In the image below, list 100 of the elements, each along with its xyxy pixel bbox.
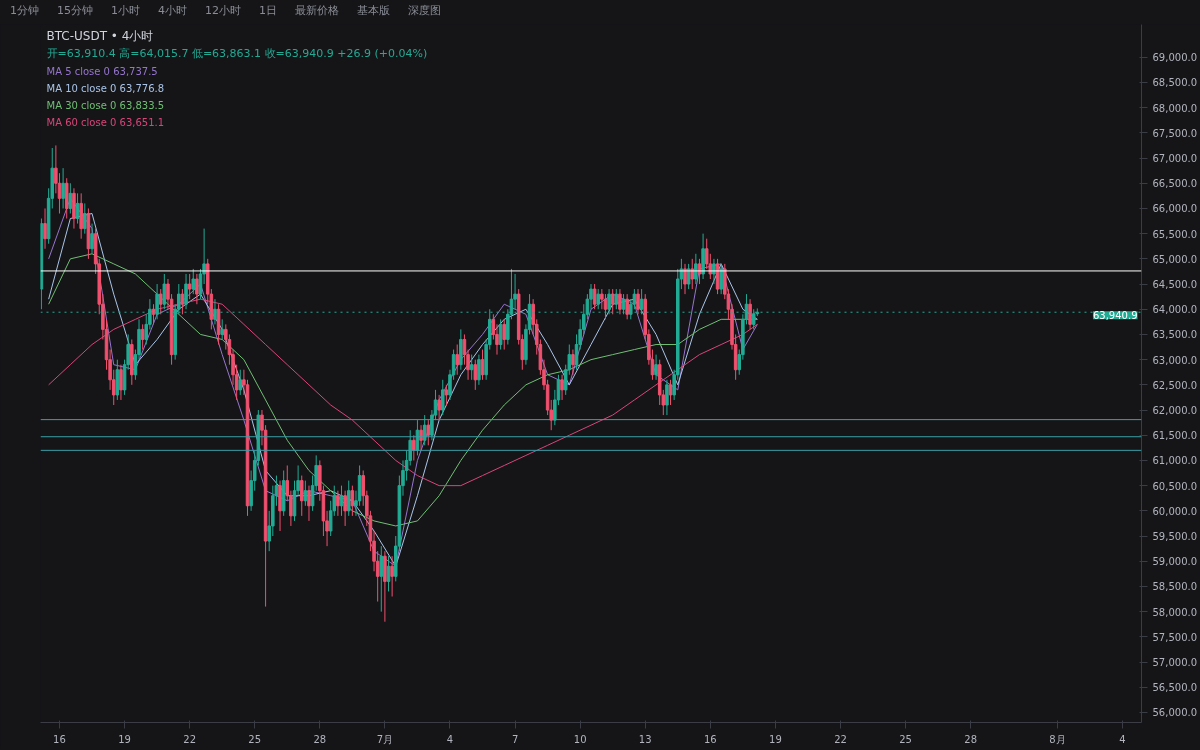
candlestick: [618, 288, 622, 315]
y-tick-label: 61,500.0: [1152, 430, 1198, 442]
y-tick-label: 58,000.0: [1152, 606, 1198, 618]
x-tick-label: 16: [53, 733, 66, 745]
y-tick-label: 64,000.0: [1152, 304, 1198, 316]
candlestick: [184, 273, 188, 310]
candlestick: [690, 258, 695, 290]
candlestick: [571, 349, 575, 376]
candlestick: [195, 273, 199, 305]
candlestick: [502, 318, 506, 351]
y-tick-label: 64,500.0: [1152, 279, 1198, 291]
x-tick-label: 28: [313, 733, 327, 745]
candlestick: [636, 288, 640, 315]
text: 1日: [259, 4, 277, 17]
y-tick-label: 68,000.0: [1152, 102, 1198, 114]
text: 15分钟: [57, 4, 93, 17]
candlestick: [668, 379, 673, 406]
x-tick-label: 22: [834, 733, 847, 745]
candlestick: [158, 288, 163, 315]
y-tick-label: 57,000.0: [1152, 657, 1198, 669]
y-tick-label: 61,000.0: [1152, 455, 1198, 467]
y-tick-label: 69,000.0: [1152, 52, 1198, 64]
candlestick: [469, 354, 474, 381]
candlestick: [419, 424, 423, 451]
candlestick: [473, 359, 478, 391]
candlestick: [336, 490, 340, 517]
candlestick: [498, 318, 503, 351]
candlestick: [119, 364, 123, 401]
text: 深度图: [408, 4, 441, 17]
candlestick: [412, 434, 416, 461]
candlestick: [437, 394, 441, 421]
x-tick-label: 7月: [376, 733, 394, 745]
x-tick-label: 7: [511, 733, 519, 745]
text: MA 5 close 0 63,737.5: [46, 65, 158, 77]
candlestick: [90, 223, 94, 255]
y-tick-label: 66,500.0: [1152, 178, 1198, 190]
candlestick: [61, 167, 65, 209]
y-tick-label: 59,000.0: [1152, 556, 1198, 568]
candlestick: [719, 263, 723, 295]
candlestick: [307, 485, 311, 522]
y-tick-label: 67,000.0: [1152, 153, 1198, 165]
x-tick-label: 25: [248, 733, 262, 745]
candlestick: [477, 354, 481, 386]
text: 1分钟: [10, 4, 39, 17]
candlestick: [303, 480, 308, 507]
candlestick: [151, 303, 156, 325]
y-tick-label: 65,000.0: [1152, 253, 1198, 265]
text: 开=63,910.4 高=64,015.7 低=63,863.1 收=63,940.9 +26.9 (+0.04%): [46, 46, 428, 60]
candlestick: [596, 288, 600, 310]
y-tick-label: 60,000.0: [1152, 505, 1198, 517]
y-tick-label: 57,500.0: [1152, 631, 1198, 643]
chart-title: BTC-USDT • 4小时: [46, 28, 154, 43]
candlestick: [665, 379, 669, 416]
candlestick: [683, 263, 687, 295]
candlestick: [560, 374, 564, 401]
text: MA 10 close 0 63,776.8: [46, 82, 165, 94]
candlestick: [191, 268, 196, 295]
candlestick: [220, 318, 224, 340]
y-tick-label: 58,500.0: [1152, 581, 1198, 593]
y-tick-label: 67,500.0: [1152, 127, 1198, 139]
x-tick-label: 19: [769, 733, 782, 745]
y-tick-label: 56,500.0: [1152, 682, 1198, 694]
candlestick: [592, 283, 597, 310]
text: 基本版: [357, 4, 390, 17]
x-tick-label: 4: [446, 733, 454, 745]
candlestick: [748, 298, 752, 330]
x-tick-label: 25: [899, 733, 912, 745]
candlestick: [350, 485, 355, 517]
candlestick: [379, 545, 384, 613]
candlestick: [187, 273, 192, 300]
text: 最新价格: [295, 4, 339, 17]
candlestick: [238, 369, 243, 396]
candlestick: [426, 419, 431, 446]
x-tick-label: 4: [1119, 733, 1126, 745]
x-tick-label: 16: [703, 733, 717, 745]
y-tick-label: 62,000.0: [1152, 405, 1198, 417]
y-tick-label: 63,000.0: [1152, 354, 1198, 366]
y-tick-label: 59,500.0: [1152, 531, 1198, 543]
x-tick-label: 22: [183, 733, 197, 745]
candlestick: [712, 258, 716, 285]
text: 4小时: [158, 4, 187, 17]
x-tick-label: 19: [118, 733, 131, 745]
x-tick-label: 13: [638, 733, 652, 745]
candlestick: [343, 490, 347, 527]
y-tick-label: 65,500.0: [1152, 228, 1198, 240]
y-tick-label: 62,500.0: [1152, 379, 1198, 391]
candlestick: [444, 384, 449, 406]
y-tick-label: 68,500.0: [1152, 77, 1198, 89]
x-tick-label: 28: [964, 733, 978, 745]
candlestick: [440, 379, 445, 416]
y-tick-label: 56,000.0: [1152, 707, 1198, 719]
candlestick: [654, 354, 658, 381]
candlestick: [455, 344, 459, 376]
text: MA 60 close 0 63,651.1: [46, 116, 165, 128]
ref-line-label: 63,940.9: [1092, 310, 1138, 322]
candlestick: [162, 273, 167, 310]
x-tick-label: 10: [573, 733, 587, 745]
text: 12小时: [205, 4, 241, 17]
y-tick-label: 63,500.0: [1152, 329, 1198, 341]
text: MA 30 close 0 63,833.5: [46, 99, 165, 111]
